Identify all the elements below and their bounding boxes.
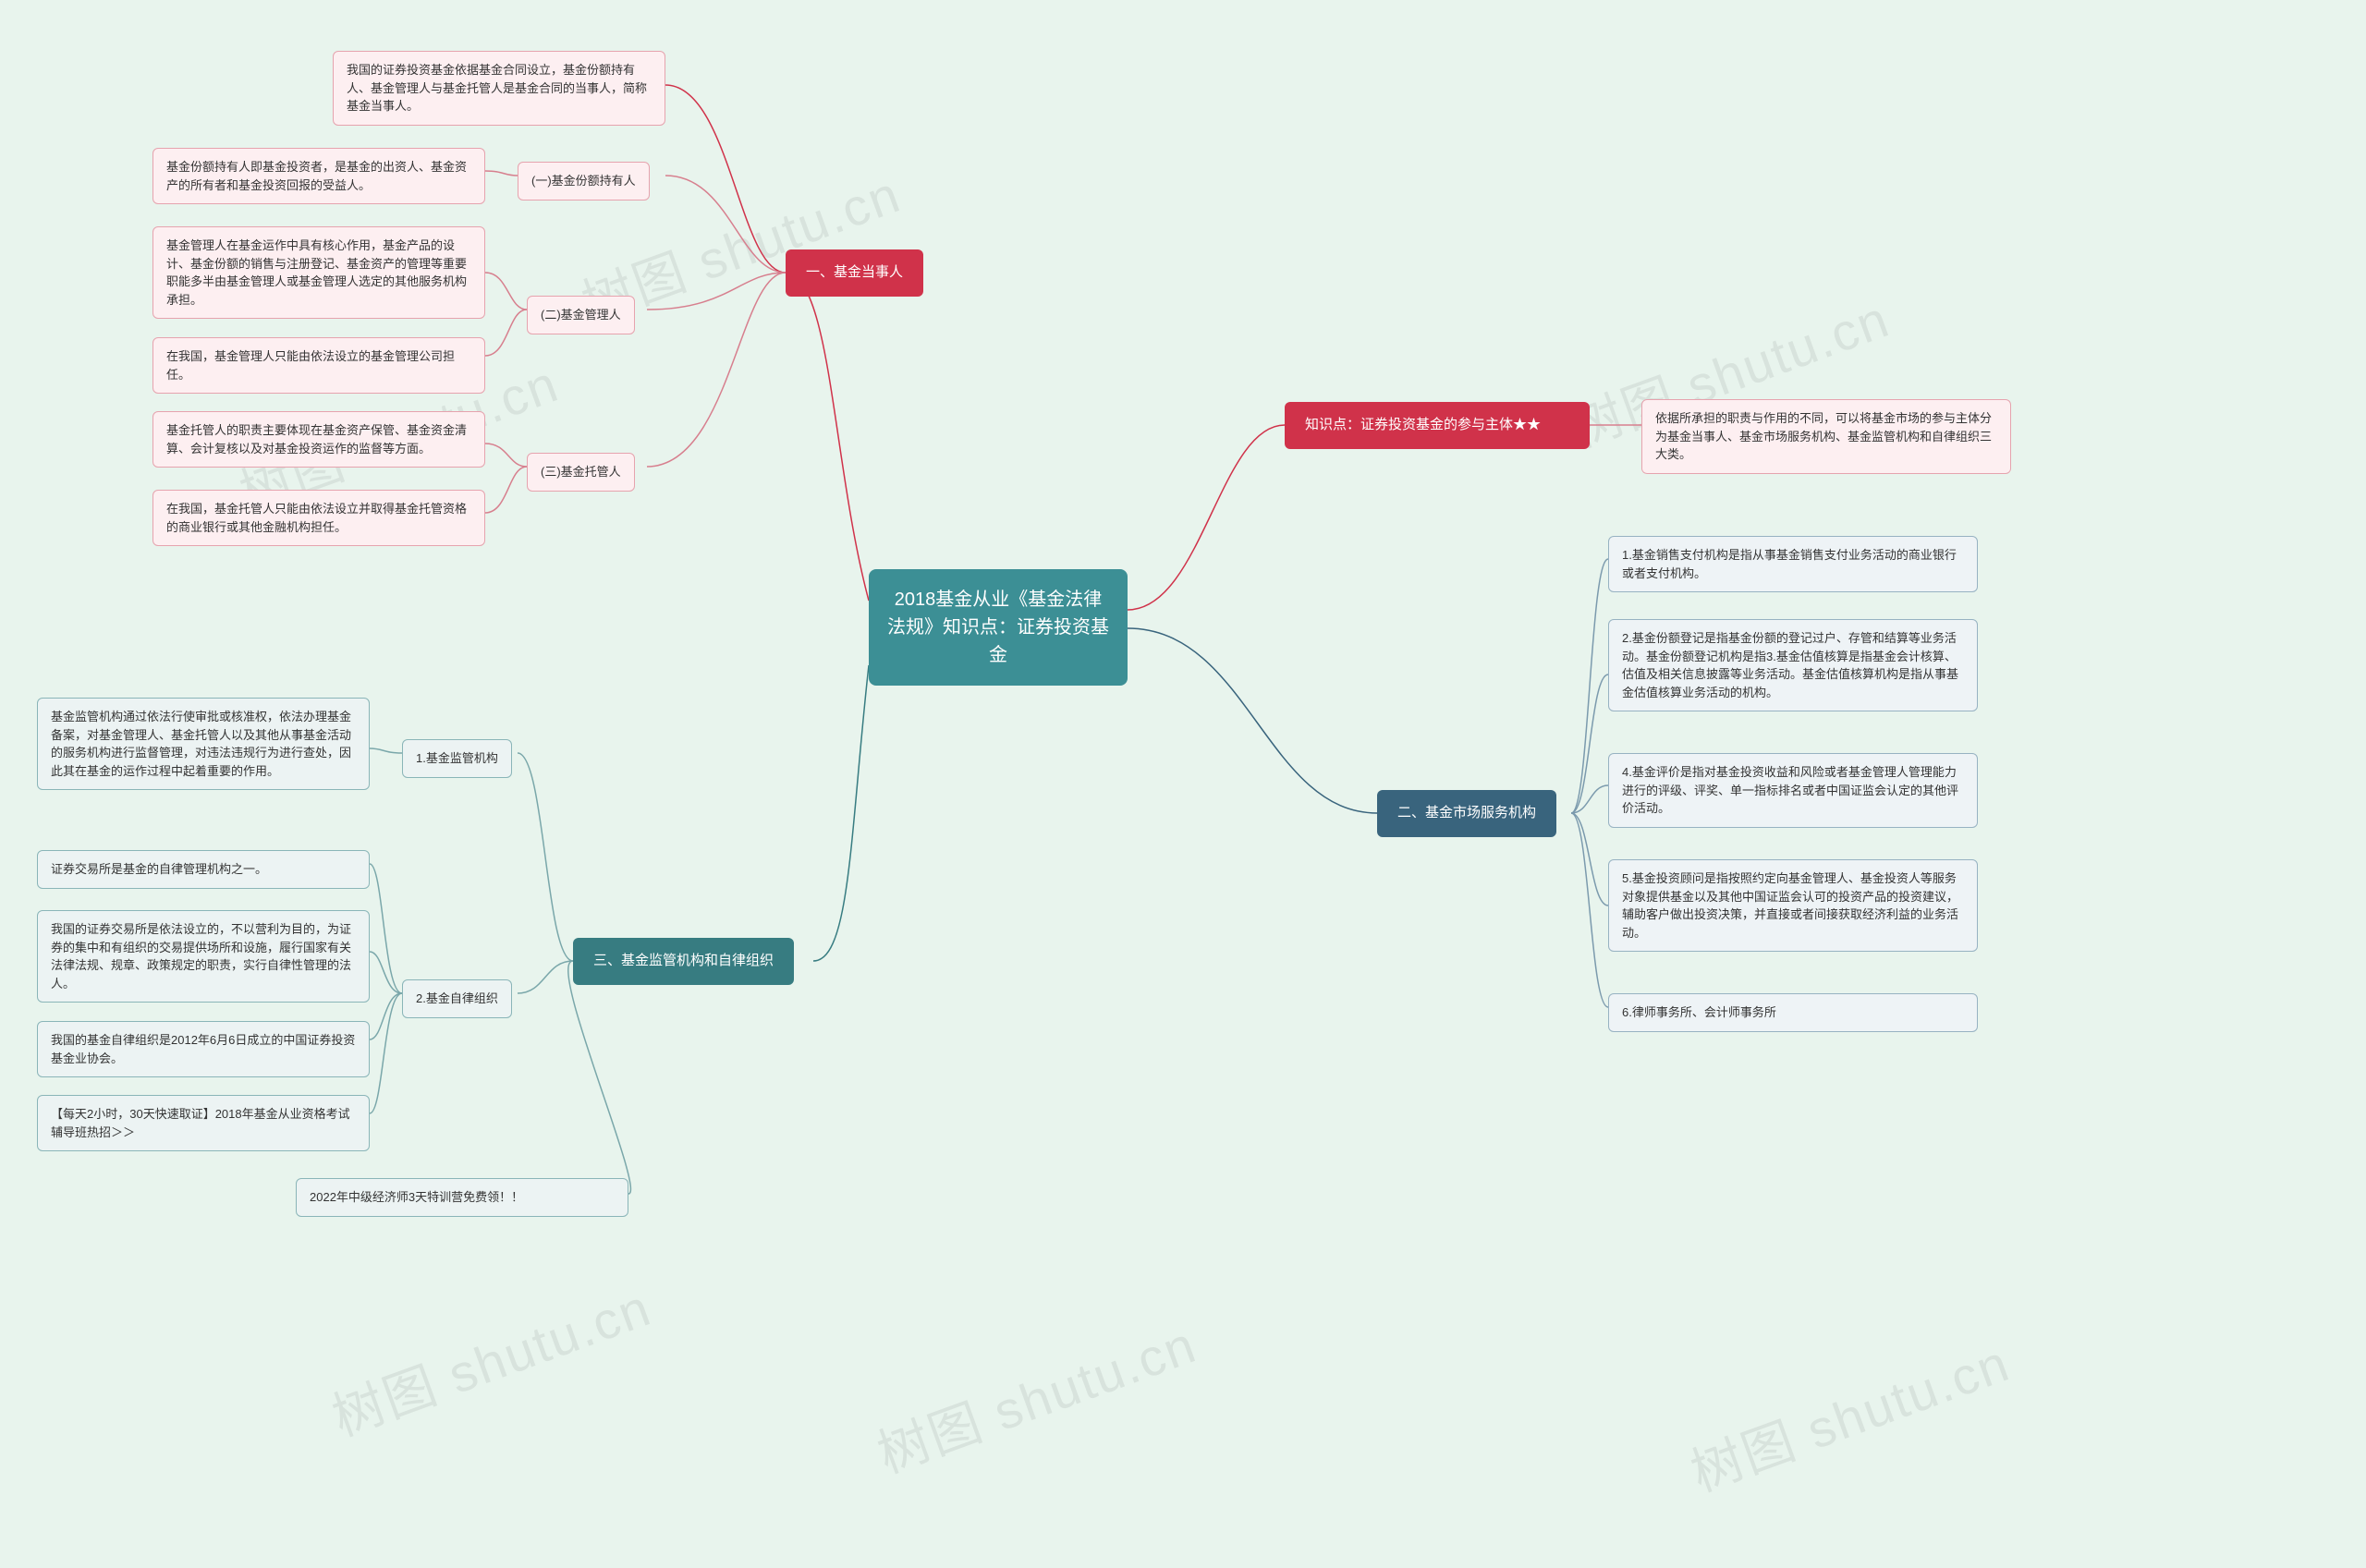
watermark: 树图 shutu.cn bbox=[321, 1267, 660, 1452]
branch-knowledge-point: 知识点：证券投资基金的参与主体★★ bbox=[1285, 402, 1590, 449]
reg-sub2-item: 我国的证券交易所是依法设立的，不以营利为目的，为证券的集中和有组织的交易提供场所… bbox=[37, 910, 370, 1003]
parties-intro: 我国的证券投资基金依据基金合同设立，基金份额持有人、基金管理人与基金托管人是基金… bbox=[333, 51, 665, 126]
parties-sub3-label: (三)基金托管人 bbox=[527, 453, 635, 492]
watermark: 树图 shutu.cn bbox=[1679, 1322, 2018, 1507]
parties-sub3-d2: 在我国，基金托管人只能由依法设立并取得基金托管资格的商业银行或其他金融机构担任。 bbox=[152, 490, 485, 546]
mindmap-root: 2018基金从业《基金法律法规》知识点：证券投资基金 bbox=[869, 569, 1128, 686]
parties-sub1-d1: 基金份额持有人即基金投资者，是基金的出资人、基金资产的所有者和基金投资回报的受益… bbox=[152, 148, 485, 204]
branch-regulation: 三、基金监管机构和自律组织 bbox=[573, 938, 794, 985]
parties-sub2-label: (二)基金管理人 bbox=[527, 296, 635, 334]
branch-service-orgs: 二、基金市场服务机构 bbox=[1377, 790, 1556, 837]
parties-sub1-label: (一)基金份额持有人 bbox=[518, 162, 650, 201]
branch-parties: 一、基金当事人 bbox=[786, 249, 923, 297]
reg-sub2-item: 【每天2小时，30天快速取证】2018年基金从业资格考试辅导班热招＞＞ bbox=[37, 1095, 370, 1151]
service-item: 4.基金评价是指对基金投资收益和风险或者基金管理人管理能力进行的评级、评奖、单一… bbox=[1608, 753, 1978, 828]
reg-sub1-d1: 基金监管机构通过依法行使审批或核准权，依法办理基金备案，对基金管理人、基金托管人… bbox=[37, 698, 370, 790]
reg-tail: 2022年中级经济师3天特训营免费领！！ bbox=[296, 1178, 628, 1217]
service-item: 5.基金投资顾问是指按照约定向基金管理人、基金投资人等服务对象提供基金以及其他中… bbox=[1608, 859, 1978, 952]
parties-sub2-d2: 在我国，基金管理人只能由依法设立的基金管理公司担任。 bbox=[152, 337, 485, 394]
parties-sub2-d1: 基金管理人在基金运作中具有核心作用，基金产品的设计、基金份额的销售与注册登记、基… bbox=[152, 226, 485, 319]
service-item: 6.律师事务所、会计师事务所 bbox=[1608, 993, 1978, 1032]
kp-detail: 依据所承担的职责与作用的不同，可以将基金市场的参与主体分为基金当事人、基金市场服… bbox=[1641, 399, 2011, 474]
reg-sub2-item: 证券交易所是基金的自律管理机构之一。 bbox=[37, 850, 370, 889]
reg-sub2-label: 2.基金自律组织 bbox=[402, 979, 512, 1018]
service-item: 1.基金销售支付机构是指从事基金销售支付业务活动的商业银行或者支付机构。 bbox=[1608, 536, 1978, 592]
reg-sub1-label: 1.基金监管机构 bbox=[402, 739, 512, 778]
reg-sub2-item: 我国的基金自律组织是2012年6月6日成立的中国证券投资基金业协会。 bbox=[37, 1021, 370, 1077]
watermark: 树图 shutu.cn bbox=[866, 1304, 1205, 1489]
parties-sub3-d1: 基金托管人的职责主要体现在基金资产保管、基金资金清算、会计复核以及对基金投资运作… bbox=[152, 411, 485, 468]
service-item: 2.基金份额登记是指基金份额的登记过户、存管和结算等业务活动。基金份额登记机构是… bbox=[1608, 619, 1978, 711]
